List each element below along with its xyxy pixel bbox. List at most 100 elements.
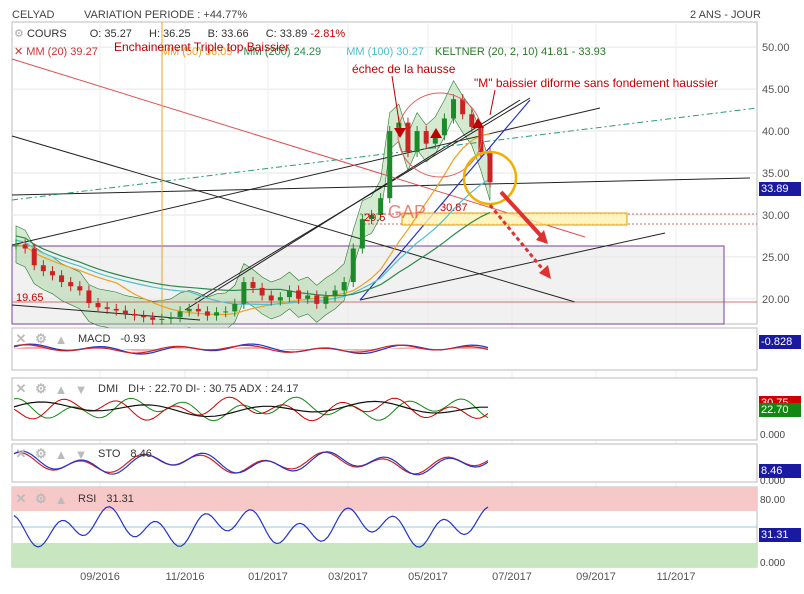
candle-body: [378, 198, 384, 215]
candle-body: [150, 317, 156, 320]
dmi-value: DI+ : 22.70 DI- : 30.75 ADX : 24.17: [128, 383, 299, 395]
price-tag: 33.89: [759, 182, 801, 196]
candle-body: [250, 282, 256, 288]
gear-icon[interactable]: ⚙: [35, 446, 47, 461]
gear-icon[interactable]: ⚙: [35, 381, 47, 396]
candle-body: [77, 286, 83, 291]
candle-body: [31, 248, 37, 266]
top-marker-1: [394, 128, 406, 138]
arrow-down-icon[interactable]: ▼: [74, 446, 88, 462]
y-tick-label: 20.00: [762, 294, 790, 306]
y-tick-label: 40.00: [762, 126, 790, 138]
top-marker-2: [430, 128, 442, 138]
mm50-label: MM (50) 36.09: [160, 46, 233, 58]
candle-body: [259, 287, 265, 296]
rsi-label: RSI: [78, 493, 97, 505]
sto-toolbar: ✕ ⚙ ▲ ▼ STO 8.46: [14, 446, 152, 462]
candle-body: [350, 248, 356, 283]
candle-body: [223, 311, 229, 313]
candle-body: [332, 290, 338, 297]
close-icon[interactable]: ✕: [15, 446, 27, 461]
dmi-label: DMI: [98, 383, 119, 395]
x-tick-label: 09/2017: [576, 571, 616, 583]
candle-body: [204, 311, 210, 316]
sto-k-line: [13, 450, 489, 476]
trendline-b: [11, 177, 751, 196]
candle-body: [59, 275, 65, 283]
low-level-annotation: 19.65: [16, 292, 44, 304]
candle-body: [177, 311, 183, 318]
candle-body: [478, 126, 484, 153]
candle-body: [132, 313, 137, 316]
gear-icon[interactable]: ⚙: [14, 28, 24, 40]
rsi-overbought-zone: [12, 487, 757, 511]
down-arrow-solid: [499, 190, 545, 240]
rsi-oversold-zone: [12, 543, 757, 567]
high-value: H: 36.25: [149, 28, 191, 40]
rsi-toolbar: ✕ ⚙ ▲ RSI 31.31: [14, 491, 134, 507]
candle-body: [405, 122, 411, 153]
gap-annotation: GAP: [388, 202, 427, 222]
gear-icon[interactable]: ⚙: [35, 331, 47, 346]
candle-body: [305, 295, 311, 299]
arrow-up-icon[interactable]: ▲: [54, 446, 68, 462]
m-baissier-annotation: "M" baissier diforme sans fondement haus…: [474, 76, 718, 90]
arrow-up-icon[interactable]: ▲: [54, 491, 68, 507]
candle-body: [451, 99, 457, 119]
rsi-value: 31.31: [106, 493, 134, 505]
down-arrow-dotted-head: [539, 265, 551, 279]
dmi-panel: [11, 377, 758, 441]
sto-zero: 0.000: [760, 476, 786, 487]
mm50-line: [15, 133, 491, 316]
top-circle: [397, 92, 483, 178]
candle-body: [469, 114, 475, 127]
y-tick-label: 25.00: [762, 252, 790, 264]
candle-body: [141, 315, 147, 318]
arrow-up-icon[interactable]: ▲: [54, 331, 68, 347]
close-icon[interactable]: ✕: [15, 491, 27, 506]
y-tick-label: 50.00: [762, 42, 790, 54]
candle-body: [159, 318, 165, 320]
period-label[interactable]: 2 ANS - JOUR: [690, 9, 761, 21]
triple-top-annotation: Enchainement Triple top Baissier: [114, 40, 290, 54]
indicator-legend: ✕ MM (20) 39.27 MM (50) 36.09 MM (200) 2…: [14, 45, 606, 58]
candle-body: [268, 295, 274, 301]
close-icon[interactable]: ✕: [15, 331, 27, 346]
candle-body: [423, 131, 429, 144]
gear-icon[interactable]: ⚙: [35, 491, 47, 506]
close-icon[interactable]: ✕: [14, 46, 24, 58]
y-tick-label: 45.00: [762, 84, 790, 96]
rsi-tag: 31.31: [759, 528, 801, 542]
x-tick-label: 11/2017: [657, 571, 696, 583]
breakdown-circle: [462, 150, 518, 206]
m-pointer: [489, 89, 496, 116]
symbol-label: CELYAD: [12, 9, 55, 21]
mm100-dashed: [11, 107, 758, 201]
arrow-down-icon[interactable]: ▼: [74, 381, 88, 397]
close-icon[interactable]: ✕: [15, 381, 27, 396]
trendline-e: [359, 232, 666, 301]
macd-toolbar: ✕ ⚙ ▲ MACD -0.93: [14, 331, 146, 347]
candle-body: [441, 118, 447, 136]
candle-body: [286, 290, 292, 298]
candle-body: [40, 265, 46, 272]
macd-label: MACD: [78, 333, 111, 345]
dmi-zero: 0.000: [760, 430, 786, 441]
down-arrow-solid-head: [536, 230, 548, 244]
candle-body: [232, 303, 238, 312]
down-arrow-dotted: [488, 204, 547, 273]
x-axis: 09/2016 11/2016 01/2017 03/2017 05/2017 07/20…: [80, 571, 695, 583]
change-value: -2.81%: [310, 28, 346, 40]
open-value: O: 35.27: [89, 28, 132, 40]
candle-body: [186, 308, 192, 312]
arrow-up-icon[interactable]: ▲: [54, 381, 68, 397]
y-axis: 50.00 45.00 40.00 35.00 30.00 25.00 20.00: [762, 42, 790, 306]
cours-label: COURS: [26, 28, 67, 40]
level-29-annotation: 29.5: [364, 212, 386, 224]
candle-body: [487, 152, 493, 183]
sto-tag: 8.46: [759, 464, 801, 478]
x-tick-label: 05/2017: [408, 571, 448, 583]
candle-body: [387, 131, 393, 199]
rsi-line: [13, 506, 489, 548]
y-tick-label: 30.00: [762, 210, 790, 222]
